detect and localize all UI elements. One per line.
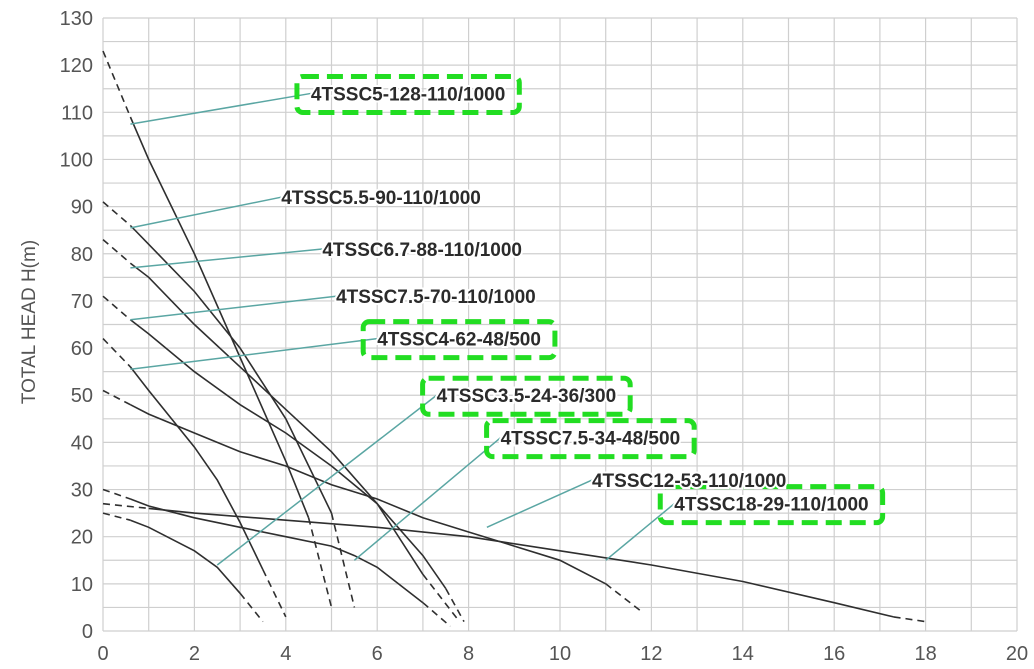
y-tick-label: 10 xyxy=(71,574,93,596)
curve-tail-4tssc6-7-88-110-1000 xyxy=(422,573,461,623)
curves xyxy=(102,50,926,627)
curve-label-4tssc5-5-90-110-1000: 4TSSC5.5-90-110/1000 xyxy=(281,188,481,209)
leader-line-4tssc5-128-110-1000 xyxy=(130,92,312,125)
y-tick-label: 70 xyxy=(71,291,93,313)
highlight-box-4tssc4-62-48-500 xyxy=(360,319,558,361)
x-tick-label: 20 xyxy=(1006,643,1028,665)
curve-extension-4tssc5-5-90-110-1000 xyxy=(102,201,131,227)
y-tick-label: 0 xyxy=(82,621,93,643)
curve-extension-4tssc4-62-48-500 xyxy=(102,338,131,368)
leader-line-4tssc7-5-34-48-500 xyxy=(353,437,502,561)
curve-label-4tssc12-53-110-1000: 4TSSC12-53-110/1000 xyxy=(592,471,786,492)
x-tick-label: 6 xyxy=(372,643,383,665)
leader-line-4tssc5-5-90-110-1000 xyxy=(130,196,282,229)
curve-extension-4tssc3-5-24-36-300 xyxy=(102,512,131,521)
curve-label-4tssc7-5-34-48-500: 4TSSC7.5-34-48/500 xyxy=(501,429,681,450)
x-tick-label: 2 xyxy=(189,643,200,665)
curve-tail-4tssc7-5-70-110-1000 xyxy=(445,588,465,622)
y-tick-label: 130 xyxy=(60,8,93,30)
y-tick-label: 120 xyxy=(60,55,93,77)
x-tick-label: 4 xyxy=(280,643,291,665)
x-tick-label: 12 xyxy=(640,643,662,665)
highlight-boxes xyxy=(294,73,886,526)
leader-line-4tssc6-7-88-110-1000 xyxy=(130,248,323,269)
y-tick-label: 100 xyxy=(60,149,93,171)
leader-line-4tssc7-5-70-110-1000 xyxy=(130,295,337,321)
y-axis-label: TOTAL HEAD H(m) xyxy=(19,240,40,404)
curve-4tssc18-29-110-1000 xyxy=(148,507,894,618)
curve-labels: 4TSSC5-128-110/1000 4TSSC5.5-90-110/1000 4… xyxy=(279,82,870,517)
x-tick-label: 10 xyxy=(549,643,571,665)
curve-tail-4tssc3-5-24-36-300 xyxy=(239,592,264,623)
curve-4tssc3-5-24-36-300 xyxy=(130,519,241,594)
curve-4tssc5-128-110-1000 xyxy=(129,116,310,519)
y-tick-label: 50 xyxy=(71,385,93,407)
highlight-box-4tssc3-5-24-36-300 xyxy=(420,375,633,417)
highlight-box-4tssc5-128-110-1000 xyxy=(294,73,522,115)
curve-tail-4tssc12-53-110-1000 xyxy=(605,583,643,613)
leader-line-4tssc12-53-110-1000 xyxy=(486,479,593,528)
curve-tail-4tssc5-5-90-110-1000 xyxy=(330,512,356,608)
curve-label-4tssc3-5-24-36-300: 4TSSC3.5-24-36/300 xyxy=(437,386,617,407)
tick-labels: 0 2 4 6 8 10 12 14 16 18 20 0 10 20 30 40 50 60 70 80 90 100 1… xyxy=(60,8,1029,665)
curve-4tssc4-62-48-500 xyxy=(129,366,264,571)
curve-label-4tssc4-62-48-500: 4TSSC4-62-48/500 xyxy=(377,330,541,351)
y-tick-label: 30 xyxy=(71,480,93,502)
x-tick-label: 16 xyxy=(823,643,845,665)
curve-label-4tssc5-128-110-1000: 4TSSC5-128-110/1000 xyxy=(311,84,505,105)
curve-extension-4tssc18-29-110-1000 xyxy=(102,502,149,510)
y-tick-label: 110 xyxy=(61,102,93,124)
curve-4tssc6-7-88-110-1000 xyxy=(129,262,424,575)
leader-line-4tssc18-29-110-1000 xyxy=(605,503,675,561)
curve-label-4tssc18-29-110-1000: 4TSSC18-29-110/1000 xyxy=(674,495,868,516)
curve-tail-4tssc7-5-34-48-500 xyxy=(422,602,451,627)
highlight-box-4tssc18-29-110-1000 xyxy=(657,484,886,526)
curve-extension-4tssc7-5-70-110-1000 xyxy=(102,295,131,321)
leader-line-4tssc3-5-24-36-300 xyxy=(216,394,438,566)
curve-extension-4tssc7-5-34-48-500 xyxy=(102,488,131,500)
curve-tail-4tssc18-29-110-1000 xyxy=(893,616,926,623)
x-tick-label: 0 xyxy=(97,643,108,665)
y-tick-label: 80 xyxy=(71,244,93,266)
y-tick-label: 20 xyxy=(71,527,93,549)
curve-tail-4tssc5-128-110-1000 xyxy=(307,517,333,608)
grid xyxy=(102,17,1018,632)
x-tick-label: 8 xyxy=(463,643,474,665)
curve-label-4tssc6-7-88-110-1000: 4TSSC6.7-88-110/1000 xyxy=(322,240,522,261)
highlight-box-4tssc7-5-34-48-500 xyxy=(484,418,697,460)
y-tick-label: 60 xyxy=(71,338,93,360)
x-tick-label: 18 xyxy=(914,643,936,665)
curve-4tssc7-5-34-48-500 xyxy=(130,498,424,604)
curve-tail-4tssc4-62-48-500 xyxy=(262,569,287,618)
x-tick-label: 14 xyxy=(732,643,754,665)
leader-lines xyxy=(130,92,675,566)
curve-label-4tssc7-5-70-110-1000: 4TSSC7.5-70-110/1000 xyxy=(336,287,536,308)
leader-line-4tssc4-62-48-500 xyxy=(130,337,378,371)
curve-extension-4tssc5-128-110-1000 xyxy=(102,50,132,118)
curve-extension-4tssc6-7-88-110-1000 xyxy=(102,238,131,264)
curve-4tssc5-5-90-110-1000 xyxy=(129,224,333,514)
y-tick-label: 40 xyxy=(71,432,93,454)
curve-4tssc12-53-110-1000 xyxy=(130,403,607,585)
y-tick-label: 90 xyxy=(71,197,93,219)
curve-extension-4tssc12-53-110-1000 xyxy=(102,389,131,406)
curve-4tssc7-5-70-110-1000 xyxy=(129,319,447,590)
